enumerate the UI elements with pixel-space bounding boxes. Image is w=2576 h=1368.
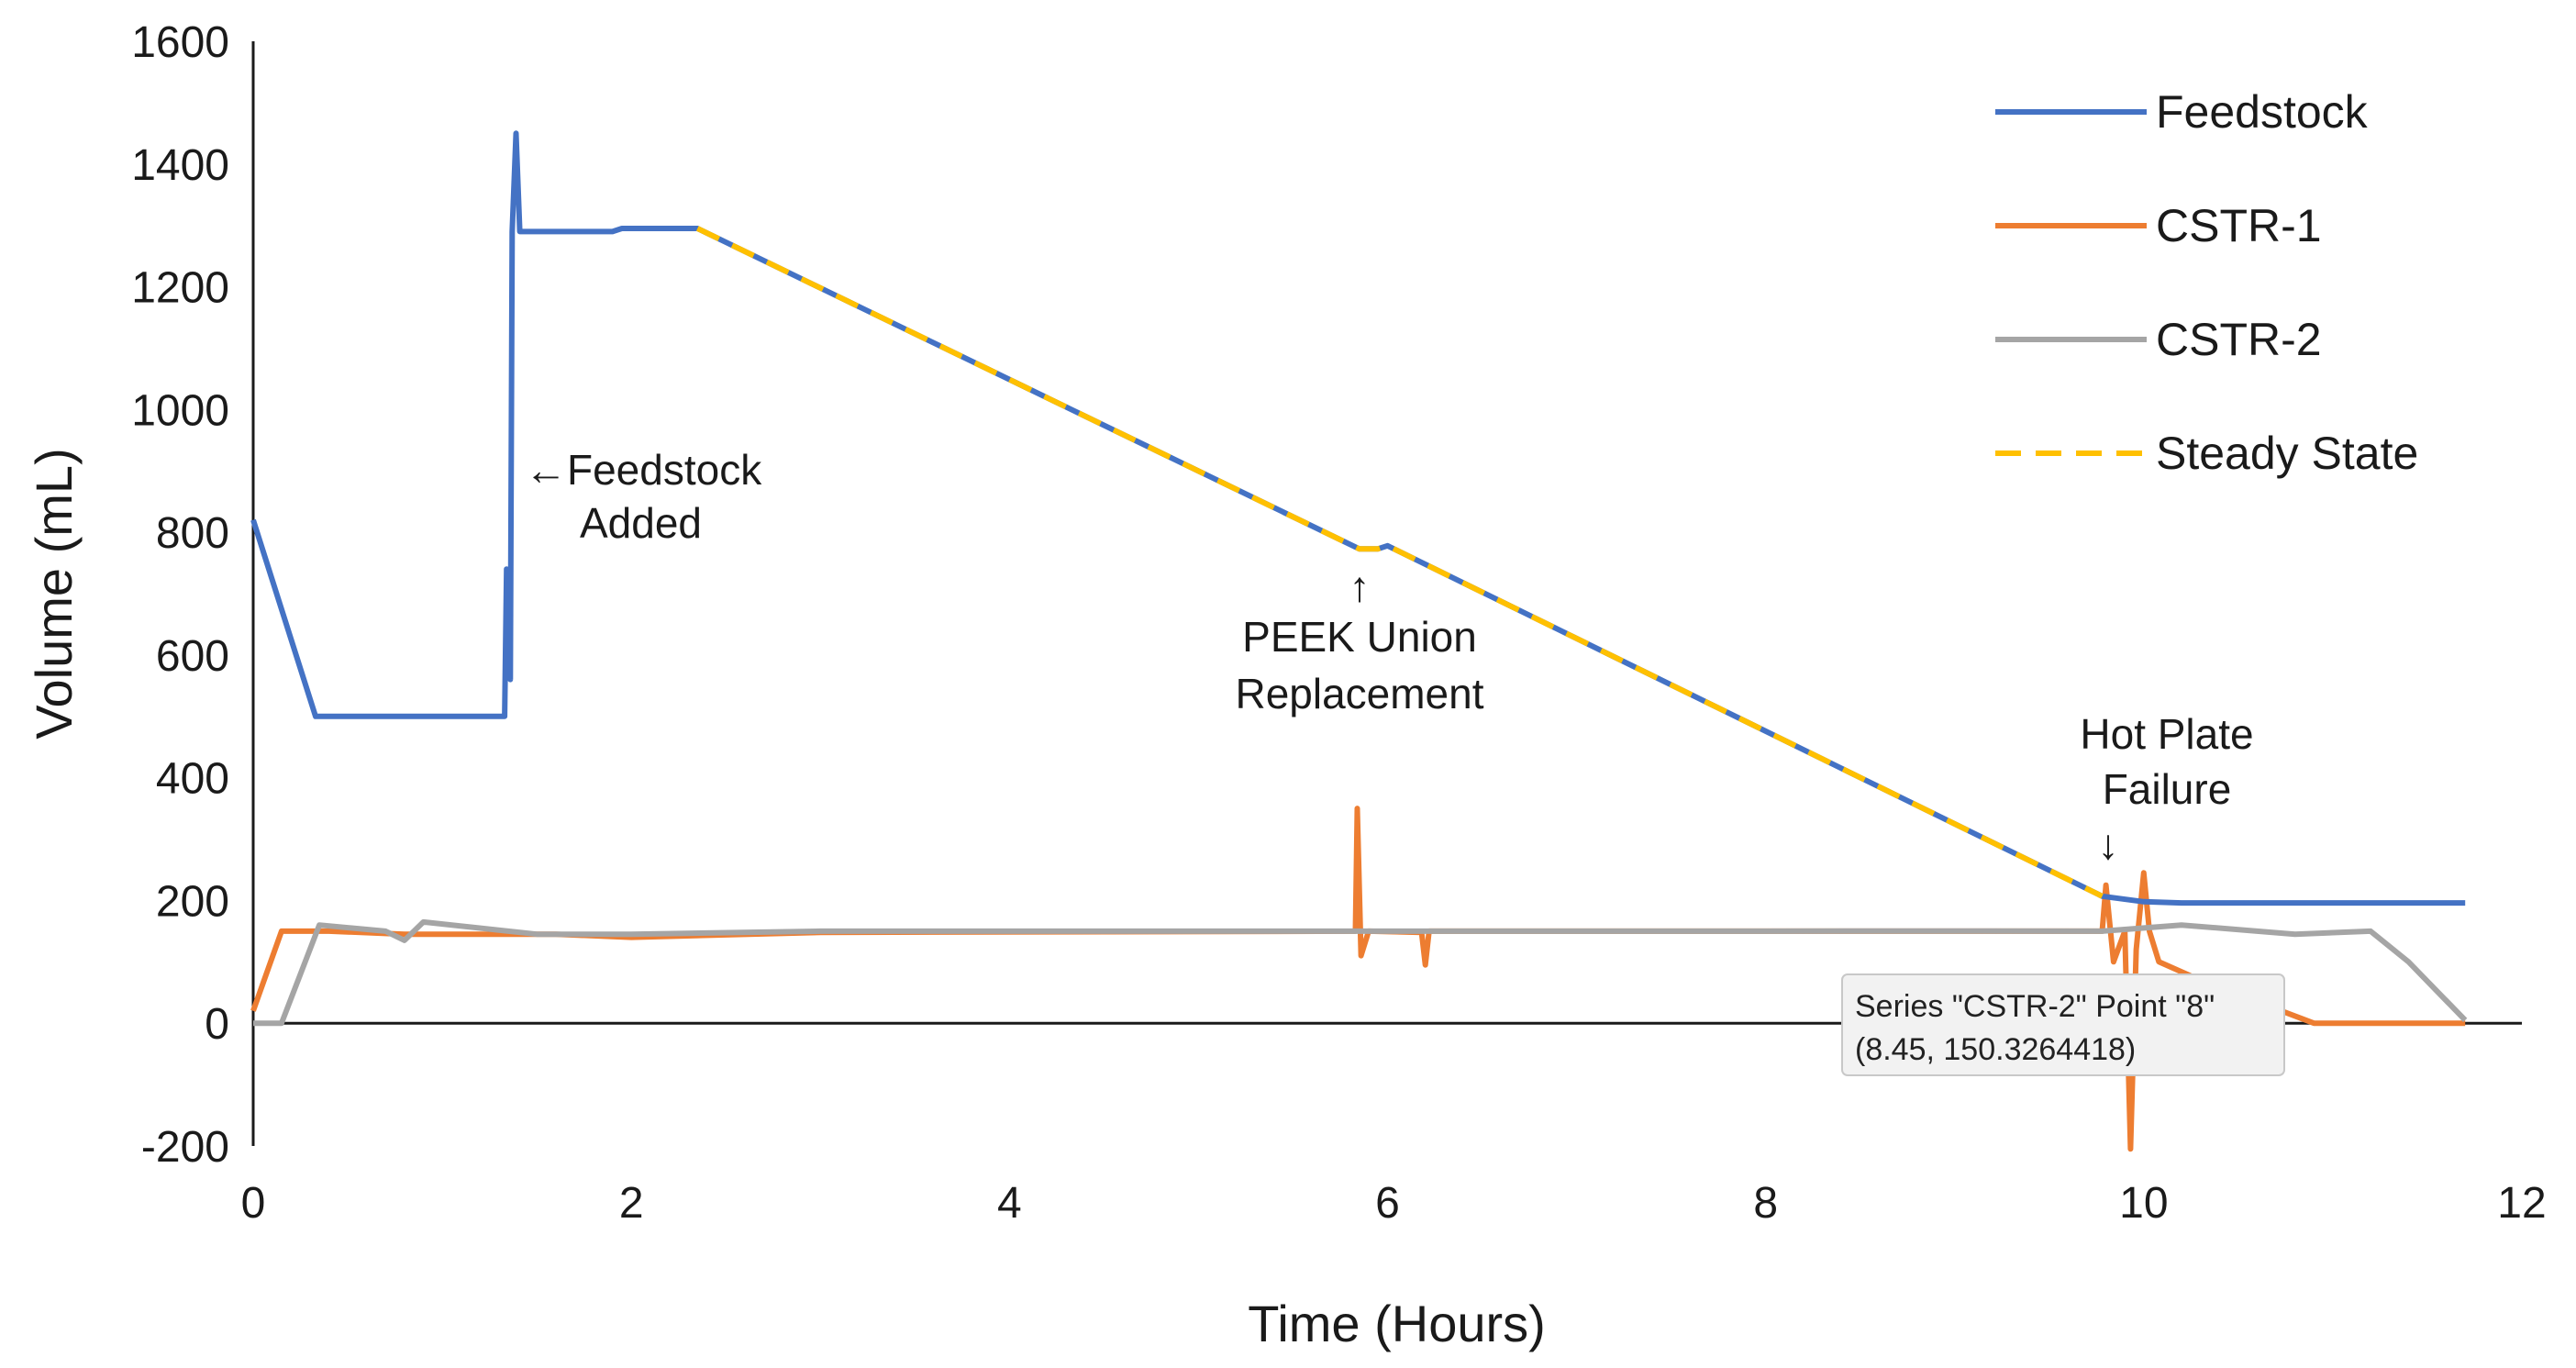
y-tick-label: 600: [156, 632, 229, 681]
x-axis: 0 2 4 6 8 10 12: [241, 1021, 2547, 1228]
y-tick-label: 800: [156, 509, 229, 558]
annotation-2: ↑PEEK Union Replacement: [1235, 562, 1483, 717]
annotation-text: Replacement: [1235, 670, 1483, 717]
x-tick-label: 4: [997, 1179, 1022, 1228]
annotation-text: ↓: [2098, 820, 2119, 868]
y-axis: -200 0 200 400 600 800 1000 1200 1400 1600: [131, 18, 255, 1172]
legend-item-feedstock: Feedstock: [1995, 86, 2369, 138]
series-line-steady-state: [695, 226, 2104, 899]
annotation-text: ↑: [1349, 562, 1371, 610]
y-tick-label: 200: [156, 877, 229, 926]
x-tick-label: 8: [1753, 1179, 1778, 1228]
annotation-layer: ←Feedstock Added ↑PEEK Union Replacement Hot…: [525, 446, 2254, 868]
series-line-feedstock: [250, 130, 2466, 906]
legend-label: CSTR-2: [2156, 314, 2322, 365]
annotation-text: Added: [580, 499, 702, 547]
y-tick-label: 1200: [131, 264, 229, 313]
x-tick-label: 6: [1375, 1179, 1400, 1228]
legend-label: Steady State: [2156, 428, 2418, 479]
y-tick-label: 1400: [131, 141, 229, 190]
annotation-text: ←Feedstock: [525, 446, 762, 494]
series-layer: [250, 130, 2468, 1152]
legend-label: Feedstock: [2156, 86, 2369, 138]
legend: Feedstock CSTR-1 CSTR-2 Steady State: [1995, 86, 2418, 479]
x-tick-label: 2: [619, 1179, 644, 1228]
legend-item-cstr-1: CSTR-1: [1995, 200, 2322, 251]
y-tick-label: 1000: [131, 386, 229, 435]
data-point-tooltip: Series "CSTR-2" Point "8" (8.45, 150.326…: [1841, 973, 2285, 1076]
annotation-1: ←Feedstock Added: [525, 446, 762, 547]
annotation-3: Hot Plate Failure ↓: [2080, 710, 2253, 868]
series-line-cstr-2: [253, 918, 2468, 1027]
y-tick-label: 0: [205, 1000, 229, 1049]
annotation-text: Failure: [2103, 765, 2232, 813]
x-tick-label: 0: [241, 1179, 266, 1228]
tooltip-value-text: (8.45, 150.3264418): [1855, 1032, 2136, 1067]
legend-item-steady-state: Steady State: [1995, 428, 2418, 479]
y-tick-label: 1600: [131, 18, 229, 67]
x-tick-label: 10: [2119, 1179, 2168, 1228]
y-axis-title: Volume (mL): [25, 448, 83, 739]
legend-item-cstr-2: CSTR-2: [1995, 314, 2322, 365]
tooltip-series-text: Series "CSTR-2" Point "8": [1855, 989, 2215, 1024]
legend-label: CSTR-1: [2156, 200, 2322, 251]
annotation-text: Hot Plate: [2080, 710, 2253, 758]
y-tick-label: 400: [156, 755, 229, 804]
x-axis-title: Time (Hours): [1248, 1295, 1546, 1352]
x-tick-label: 12: [2497, 1179, 2546, 1228]
annotation-text: PEEK Union: [1242, 613, 1477, 661]
tooltip-box: [1841, 973, 2285, 1076]
y-tick-label: -200: [141, 1123, 229, 1172]
